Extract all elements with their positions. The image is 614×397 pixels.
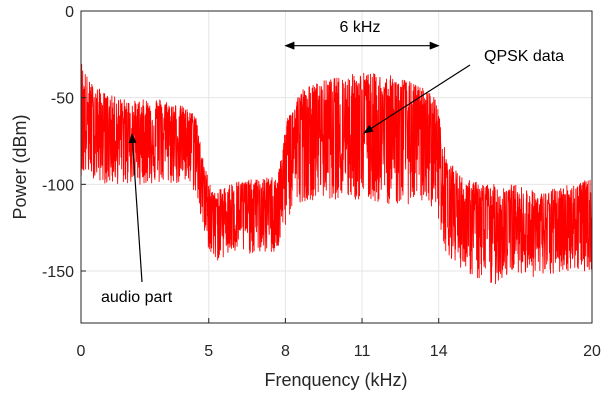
x-tick-label: 0 xyxy=(77,343,86,360)
y-axis-title: Power (dBm) xyxy=(10,114,30,219)
x-tick-label: 8 xyxy=(281,343,290,360)
x-tick-label: 11 xyxy=(354,343,371,360)
y-tick-label: 0 xyxy=(65,4,74,21)
qpsk-label: QPSK data xyxy=(484,48,564,65)
annotation-qpsk: QPSK data xyxy=(363,48,564,134)
x-tick-label: 20 xyxy=(583,343,601,360)
audio-label: audio part xyxy=(101,289,173,306)
y-tick-labels: 0 -50 -100 -150 xyxy=(42,4,74,281)
audio-arrow xyxy=(128,133,143,283)
x-tick-label: 14 xyxy=(430,343,448,360)
y-tick-label: -50 xyxy=(51,91,74,108)
spectrum-series xyxy=(80,63,593,285)
x-axis-title: Frenquency (kHz) xyxy=(264,370,407,390)
y-tick-label: -100 xyxy=(42,177,74,194)
spectrum-trace xyxy=(80,63,593,285)
annotation-bandwidth: 6 kHz xyxy=(284,19,440,50)
y-tick-label: -150 xyxy=(42,264,74,281)
x-tick-labels: 0 5 8 11 14 20 xyxy=(77,343,601,360)
tick-marks xyxy=(80,10,593,323)
annotation-audio: audio part xyxy=(101,133,173,306)
x-tick-label: 5 xyxy=(204,343,213,360)
bandwidth-label: 6 kHz xyxy=(340,19,381,36)
plot-frame xyxy=(80,10,593,324)
qpsk-arrow xyxy=(363,64,471,134)
